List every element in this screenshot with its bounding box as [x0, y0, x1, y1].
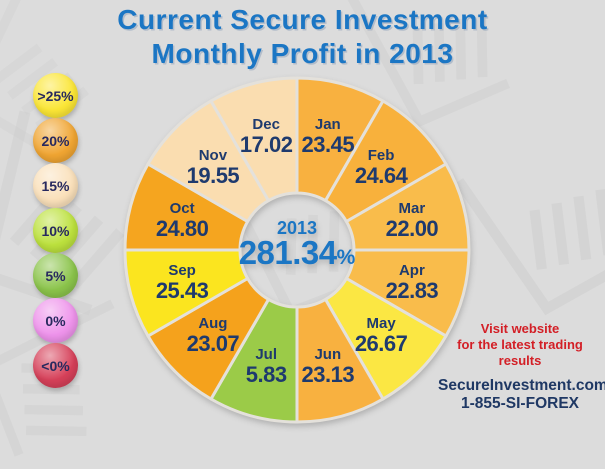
segment-month-mar: Mar — [399, 200, 426, 217]
segment-month-jul: Jul — [255, 346, 277, 363]
promo-note-line2: for the latest trading — [457, 336, 583, 352]
segment-month-sep: Sep — [168, 262, 196, 279]
segment-value-apr: 22.83 — [386, 278, 439, 303]
segment-value-aug: 23.07 — [187, 331, 240, 356]
legend-item-10: 10% — [33, 208, 78, 253]
legend-item-label: 5% — [45, 267, 66, 284]
segment-value-oct: 24.80 — [156, 216, 209, 241]
segment-value-jan: 23.45 — [302, 132, 355, 157]
segment-month-jan: Jan — [315, 116, 341, 133]
segment-month-aug: Aug — [198, 315, 227, 332]
center-total-percent-sign: % — [337, 246, 356, 269]
segment-month-apr: Apr — [399, 262, 425, 279]
segment-value-jun: 23.13 — [302, 362, 355, 387]
promo-note-line3: results — [498, 352, 542, 368]
legend-item-25: >25% — [33, 73, 78, 118]
legend-item-5: 5% — [33, 253, 78, 298]
segment-month-oct: Oct — [170, 200, 195, 217]
segment-value-sep: 25.43 — [156, 278, 209, 303]
website-text: SecureInvestment.com — [438, 376, 605, 394]
promo-note-line1: Visit website — [480, 321, 560, 336]
segment-value-may: 26.67 — [355, 331, 408, 356]
segment-month-jun: Jun — [314, 346, 341, 363]
legend-item-label: 0% — [45, 312, 66, 329]
infographic: Current Secure Investment Monthly Profit… — [0, 0, 605, 426]
legend-item-20: 20% — [33, 118, 78, 163]
legend-item-15: 15% — [33, 163, 78, 208]
legend-item-label: 10% — [41, 222, 70, 239]
segment-month-feb: Feb — [368, 147, 395, 164]
legend: >25% 20% 15% 10% 5% 0% <0% — [0, 0, 110, 426]
legend-item-0: 0% — [33, 298, 78, 343]
segment-value-feb: 24.64 — [355, 163, 409, 188]
legend-item-label: 20% — [41, 132, 70, 149]
segment-value-nov: 19.55 — [187, 163, 240, 188]
center-total-label: 281.34% — [239, 234, 356, 271]
center-total-value: 281.34 — [239, 234, 338, 271]
segment-month-dec: Dec — [252, 116, 280, 133]
segment-value-mar: 22.00 — [386, 216, 439, 241]
legend-item-label: >25% — [37, 87, 74, 104]
segment-month-may: May — [367, 315, 397, 332]
promo-note: Visit website for the latest trading res… — [438, 321, 602, 369]
segment-value-dec: 17.02 — [240, 132, 293, 157]
legend-item-0: <0% — [33, 343, 78, 388]
segment-value-jul: 5.83 — [246, 362, 287, 387]
phone-text: 1-855-SI-FOREX — [460, 394, 579, 412]
legend-item-label: <0% — [41, 357, 70, 374]
promo-block: Visit website for the latest trading res… — [438, 321, 605, 413]
legend-item-label: 15% — [41, 177, 70, 194]
segment-month-nov: Nov — [199, 147, 228, 164]
